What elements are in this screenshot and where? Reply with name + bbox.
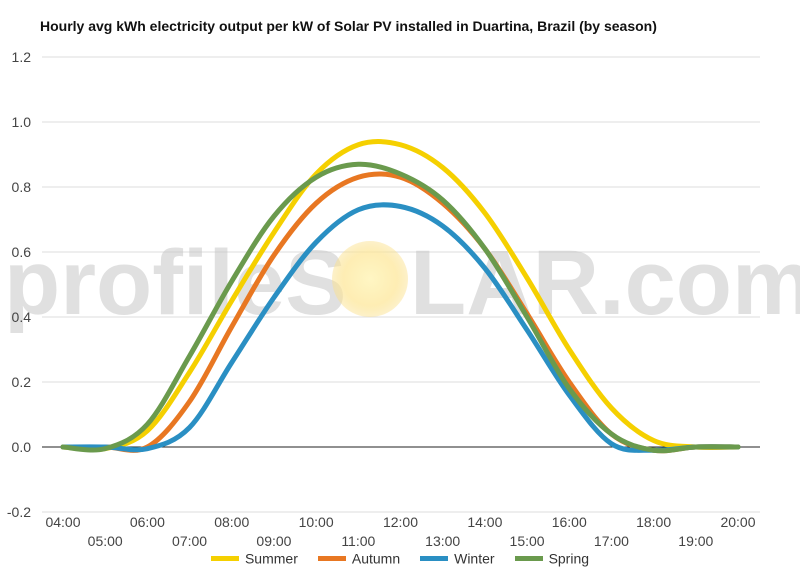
y-tick-label: 0.0 bbox=[12, 439, 32, 455]
x-tick-label: 11:00 bbox=[341, 533, 375, 549]
y-tick-label: 1.2 bbox=[12, 49, 32, 65]
watermark-sun-icon bbox=[332, 241, 408, 317]
legend-label: Spring bbox=[548, 550, 590, 567]
legend-swatch bbox=[317, 555, 346, 561]
legend-label: Summer bbox=[244, 550, 298, 567]
y-tick-label: 0.4 bbox=[12, 309, 32, 325]
series-line-winter bbox=[60, 202, 741, 453]
x-tick-label: 20:00 bbox=[720, 514, 755, 530]
legend-swatch bbox=[210, 555, 239, 561]
axes: -0.2 0.0 0.2 0.4 0.6 0.8 1.0 1.2 04:00 05:00 06:00… bbox=[7, 49, 756, 549]
legend-item-winter: Winter bbox=[420, 549, 495, 567]
legend: Summer Autumn Winter Spring bbox=[0, 549, 800, 566]
legend-item-autumn: Autumn bbox=[317, 549, 401, 567]
series-lines bbox=[60, 138, 741, 454]
x-tick-label: 04:00 bbox=[45, 514, 80, 530]
y-tick-label: 0.2 bbox=[12, 374, 32, 390]
x-tick-label: 07:00 bbox=[172, 533, 207, 549]
x-tick-label: 18:00 bbox=[636, 514, 671, 530]
y-tick-label: -0.2 bbox=[7, 504, 31, 520]
legend-label: Winter bbox=[454, 550, 495, 567]
x-tick-label: 16:00 bbox=[552, 514, 587, 530]
x-tick-label: 10:00 bbox=[299, 514, 334, 530]
legend-label: Autumn bbox=[351, 550, 401, 567]
x-tick-label: 12:00 bbox=[383, 514, 418, 530]
watermark: profileS LAR.com bbox=[4, 232, 800, 334]
watermark-text-left: profileS bbox=[4, 232, 346, 334]
x-tick-label: 15:00 bbox=[510, 533, 545, 549]
legend-item-summer: Summer bbox=[210, 549, 298, 567]
y-tick-label: 0.6 bbox=[12, 244, 32, 260]
x-tick-label: 13:00 bbox=[425, 533, 460, 549]
y-tick-label: 1.0 bbox=[12, 114, 32, 130]
series-line-summer bbox=[60, 138, 741, 453]
x-tick-label: 05:00 bbox=[88, 533, 123, 549]
x-tick-label: 19:00 bbox=[678, 533, 713, 549]
x-tick-label: 09:00 bbox=[256, 533, 291, 549]
grid-lines bbox=[42, 56, 760, 513]
legend-swatch bbox=[514, 555, 543, 561]
series-line-spring bbox=[60, 161, 741, 454]
x-tick-label: 08:00 bbox=[214, 514, 249, 530]
chart-title: Hourly avg kWh electricity output per kW… bbox=[40, 18, 657, 34]
legend-item-spring: Spring bbox=[514, 549, 590, 567]
legend-swatch bbox=[420, 555, 449, 561]
x-tick-label: 17:00 bbox=[594, 533, 629, 549]
y-tick-label: 0.8 bbox=[12, 179, 32, 195]
watermark-text-right: LAR.com bbox=[410, 232, 800, 334]
x-tick-label: 14:00 bbox=[467, 514, 502, 530]
x-tick-label: 06:00 bbox=[130, 514, 165, 530]
